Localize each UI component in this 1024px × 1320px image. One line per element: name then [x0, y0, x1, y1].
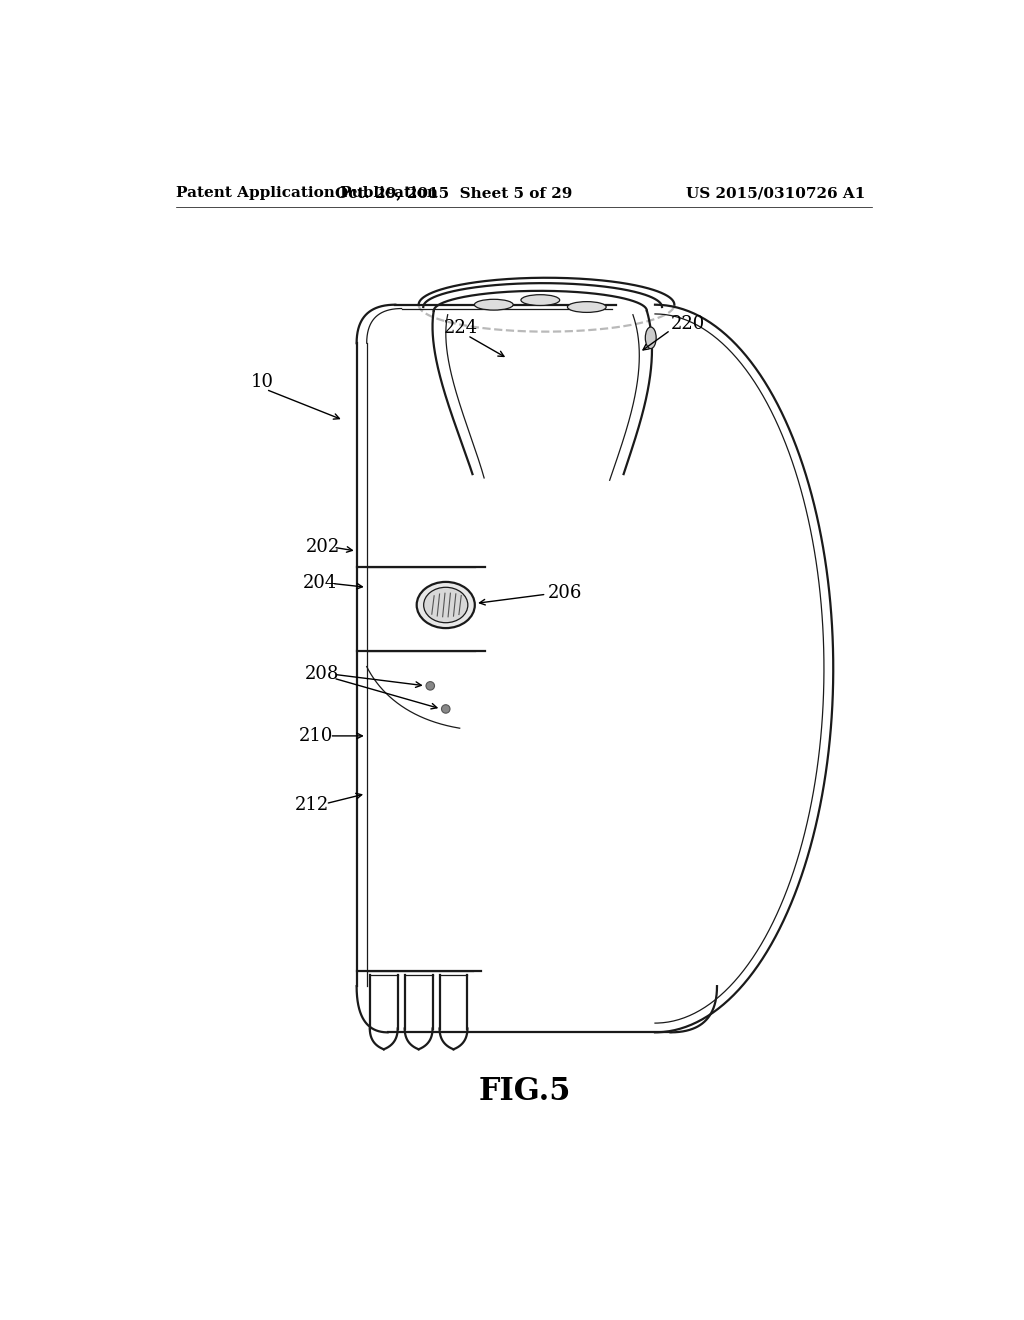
Text: 202: 202	[306, 539, 341, 556]
Text: 210: 210	[299, 727, 333, 744]
Text: Patent Application Publication: Patent Application Publication	[176, 186, 438, 201]
Text: 208: 208	[305, 665, 339, 684]
Text: 220: 220	[671, 315, 705, 333]
Ellipse shape	[417, 582, 475, 628]
Text: Oct. 29, 2015  Sheet 5 of 29: Oct. 29, 2015 Sheet 5 of 29	[335, 186, 572, 201]
Ellipse shape	[567, 302, 606, 313]
Circle shape	[426, 681, 434, 690]
Ellipse shape	[424, 587, 468, 623]
Ellipse shape	[474, 300, 513, 310]
Ellipse shape	[645, 327, 656, 348]
Text: 206: 206	[548, 583, 583, 602]
Text: 212: 212	[295, 796, 329, 814]
Text: 224: 224	[444, 319, 478, 337]
Text: 10: 10	[251, 372, 273, 391]
Text: 204: 204	[302, 574, 337, 593]
Text: US 2015/0310726 A1: US 2015/0310726 A1	[686, 186, 865, 201]
Ellipse shape	[521, 294, 560, 305]
Circle shape	[441, 705, 450, 713]
Text: FIG.5: FIG.5	[478, 1076, 571, 1107]
